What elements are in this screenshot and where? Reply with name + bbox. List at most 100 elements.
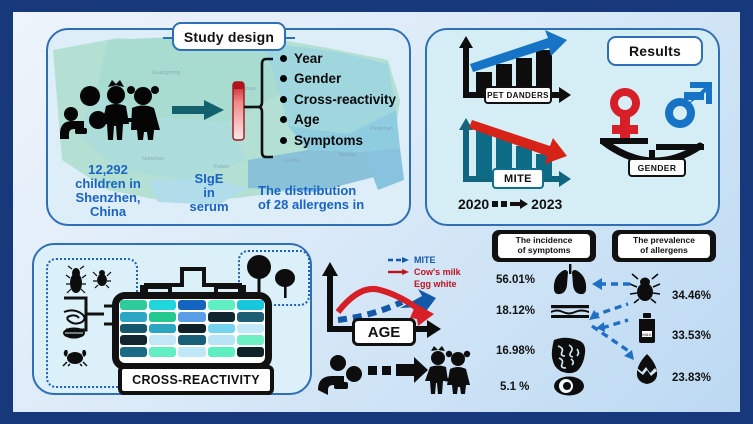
- heatmap-cell-1-4: [236, 311, 264, 322]
- list-item: Symptoms: [280, 130, 396, 151]
- cross-reactivity-label: CROSS-REACTIVITY: [118, 365, 274, 395]
- legend-label: Egg white: [414, 279, 457, 290]
- variable-label: Symptoms: [294, 132, 364, 148]
- cracked-egg-icon: [634, 354, 660, 384]
- allergens-title: The prevalence of allergens: [612, 230, 716, 262]
- variables-bracket: [244, 57, 276, 159]
- svg-text:Futian: Futian: [214, 164, 229, 170]
- eye-icon: [553, 376, 585, 396]
- heatmap-cell-1-3: [207, 311, 235, 322]
- square-dot: [501, 201, 508, 207]
- title-line: The prevalence: [633, 235, 695, 246]
- year-range: 2020 2023: [458, 196, 562, 212]
- family-people-icon: [58, 78, 168, 140]
- shellfish-icon: [62, 326, 86, 340]
- heatmap-cell-4-0: [120, 347, 148, 357]
- heatmap-cell-0-3: [207, 300, 235, 310]
- heatmap-cell-3-2: [178, 335, 206, 346]
- chip-connector-right: [284, 36, 295, 39]
- svg-text:Longgang: Longgang: [334, 98, 358, 104]
- right-arrow-icon: [172, 100, 224, 120]
- trend-label: PET DANDERS: [487, 90, 549, 100]
- svg-text:Pingshan: Pingshan: [370, 126, 393, 132]
- lungs-icon: [553, 264, 587, 295]
- symptoms-title: The incidence of symptoms: [492, 230, 596, 262]
- svg-text:Nanshan: Nanshan: [142, 156, 164, 162]
- intestine-icon: [549, 336, 587, 374]
- year-to: 2023: [531, 196, 563, 212]
- title-line: The incidence: [515, 235, 573, 246]
- results-title: Results: [607, 36, 703, 66]
- heatmap-cell-0-2: [178, 300, 206, 310]
- heatmap-cell-3-1: [149, 335, 177, 346]
- cockroach-icon: [65, 265, 87, 294]
- heatmap-cell-4-1: [149, 347, 177, 357]
- cohort-line: China: [89, 204, 127, 220]
- legend-item: Egg white: [388, 278, 461, 290]
- distribution-line: of 28 allergens in: [258, 197, 365, 213]
- symptom-value: 5.1 %: [500, 381, 530, 393]
- mite-label: MITE: [492, 168, 544, 189]
- variable-label: Cross-reactivity: [294, 91, 397, 107]
- bullet-dot: [280, 116, 287, 124]
- bullet-dot: [280, 136, 287, 144]
- svg-text:Longhua: Longhua: [234, 86, 256, 92]
- svg-text:MILK: MILK: [642, 332, 652, 337]
- symptom-value: 56.01%: [496, 274, 536, 286]
- heatmap-cell-2-1: [149, 323, 177, 334]
- mite-icon: [92, 268, 112, 289]
- heatmap-cell-2-4: [236, 323, 264, 334]
- serum-line: serum: [189, 199, 229, 215]
- distribution-line: The distribution: [258, 183, 357, 198]
- allergen-value: 23.83%: [672, 372, 712, 384]
- study-design-title: Study design: [163, 22, 295, 51]
- heatmap-cell-0-1: [149, 300, 177, 310]
- list-item: Year: [280, 48, 396, 69]
- shrimp-icon: [62, 308, 88, 325]
- page-title: Results: [629, 43, 681, 59]
- legend-item: Cow's milk: [388, 266, 461, 278]
- mite-icon: [629, 273, 661, 304]
- age-label: AGE: [352, 318, 416, 346]
- cohort-line: children in: [75, 176, 141, 192]
- gender-label: GENDER: [628, 158, 686, 177]
- heatmap-cell-1-2: [178, 311, 206, 322]
- balance-label: GENDER: [637, 162, 677, 173]
- title-line: of allergens: [640, 245, 688, 255]
- tree-icon: [246, 254, 272, 292]
- panel-label: CROSS-REACTIVITY: [132, 373, 260, 387]
- symptom-value: 18.12%: [496, 305, 536, 317]
- legend-label: Cow's milk: [414, 267, 461, 278]
- heatmap-cell-2-0: [120, 323, 148, 334]
- cross-reactivity-heatmap: [120, 300, 264, 357]
- year-from: 2020: [458, 196, 490, 212]
- cohort-line: 12,292: [88, 162, 128, 177]
- variable-label: Age: [294, 112, 320, 128]
- milk-carton-icon: MILK: [637, 313, 657, 343]
- allergen-value: 34.46%: [672, 290, 712, 302]
- svg-text:Luohu: Luohu: [284, 158, 299, 164]
- serum-text: SIgE in serum: [178, 171, 240, 215]
- blood-tube-icon: [232, 81, 245, 141]
- page-title: Study design: [183, 28, 275, 45]
- heatmap-cell-3-0: [120, 335, 148, 346]
- age-progression-icons: [316, 346, 471, 395]
- square-dot: [492, 201, 499, 207]
- plant-group-box: [238, 250, 310, 306]
- dashed-arrow-icon: [388, 256, 410, 264]
- symptom-value: 16.98%: [496, 345, 536, 357]
- skin-icon: [551, 305, 589, 318]
- heatmap-cell-4-4: [236, 347, 264, 357]
- crab-icon: [62, 346, 88, 367]
- list-item: Age: [280, 110, 396, 131]
- serum-line: SIgE: [194, 171, 224, 186]
- heatmap-cell-3-4: [236, 335, 264, 346]
- link-arrows: [586, 266, 642, 386]
- pet-danders-label: PET DANDERS: [484, 86, 552, 104]
- trend-label: MITE: [504, 172, 532, 185]
- cohort-line: Shenzhen,: [75, 190, 141, 206]
- variable-label: Gender: [294, 71, 342, 87]
- age-legend: MITE Cow's milk Egg white: [388, 254, 461, 290]
- heatmap-cell-1-1: [149, 311, 177, 322]
- heatmap-cell-0-0: [120, 300, 148, 310]
